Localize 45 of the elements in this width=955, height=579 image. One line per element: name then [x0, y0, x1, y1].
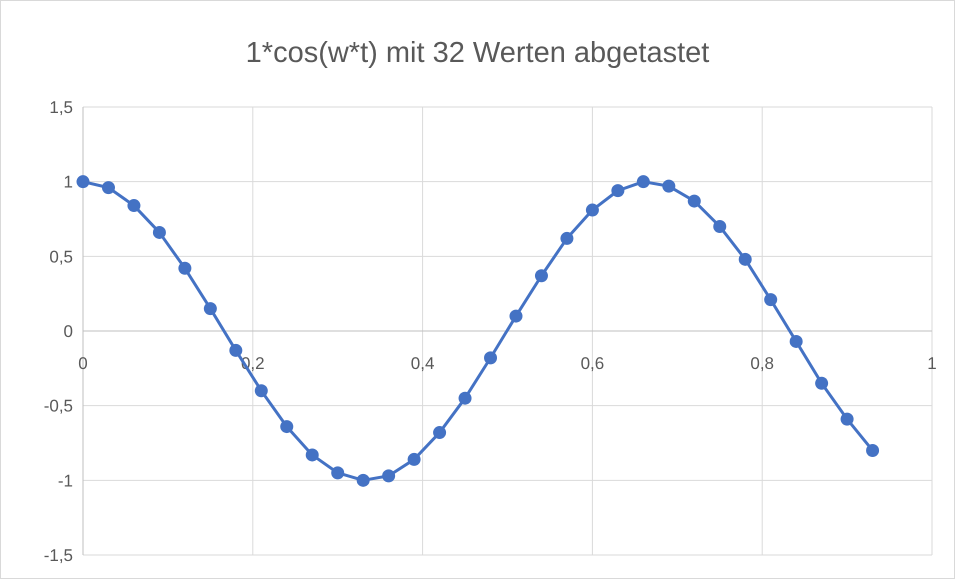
point [229, 344, 242, 357]
point [484, 351, 498, 364]
point [408, 452, 421, 466]
point [738, 252, 752, 266]
x-tick-label: 0,8 [750, 354, 774, 373]
point [636, 175, 650, 188]
point [306, 448, 319, 462]
y-tick-label: -1 [58, 471, 73, 490]
point [611, 184, 624, 198]
x-tick-label: 1 [927, 354, 937, 373]
point [534, 269, 548, 282]
y-tick-label: 1,5 [49, 98, 73, 117]
x-tick-label: 0 [78, 354, 88, 373]
point [178, 262, 192, 275]
point [331, 466, 344, 480]
point [254, 384, 268, 398]
point [102, 181, 115, 194]
point [866, 444, 880, 457]
point [127, 199, 140, 212]
point [356, 474, 370, 487]
point [764, 293, 778, 306]
point [688, 194, 701, 208]
y-tick-label: 0,5 [49, 247, 73, 266]
point [433, 426, 446, 440]
point [152, 226, 166, 239]
y-tick-label: 0 [64, 322, 73, 341]
point [713, 220, 726, 233]
chart-title: 1*cos(w*t) mit 32 Werten abgetastet [246, 37, 710, 69]
point [840, 412, 854, 426]
point [790, 334, 803, 348]
point [662, 180, 676, 193]
y-tick-label: -1,5 [44, 546, 73, 565]
y-tick-label: 1 [64, 172, 73, 192]
x-tick-label: 0,6 [580, 354, 604, 373]
point [204, 302, 217, 316]
point [586, 204, 599, 217]
point [280, 420, 294, 434]
point [382, 469, 396, 482]
x-tick-label: 0,4 [410, 354, 434, 373]
point [509, 310, 522, 323]
point [458, 392, 472, 405]
point [76, 175, 90, 188]
point [560, 232, 574, 245]
point [815, 376, 828, 390]
y-tick-label: -0,5 [44, 396, 73, 416]
